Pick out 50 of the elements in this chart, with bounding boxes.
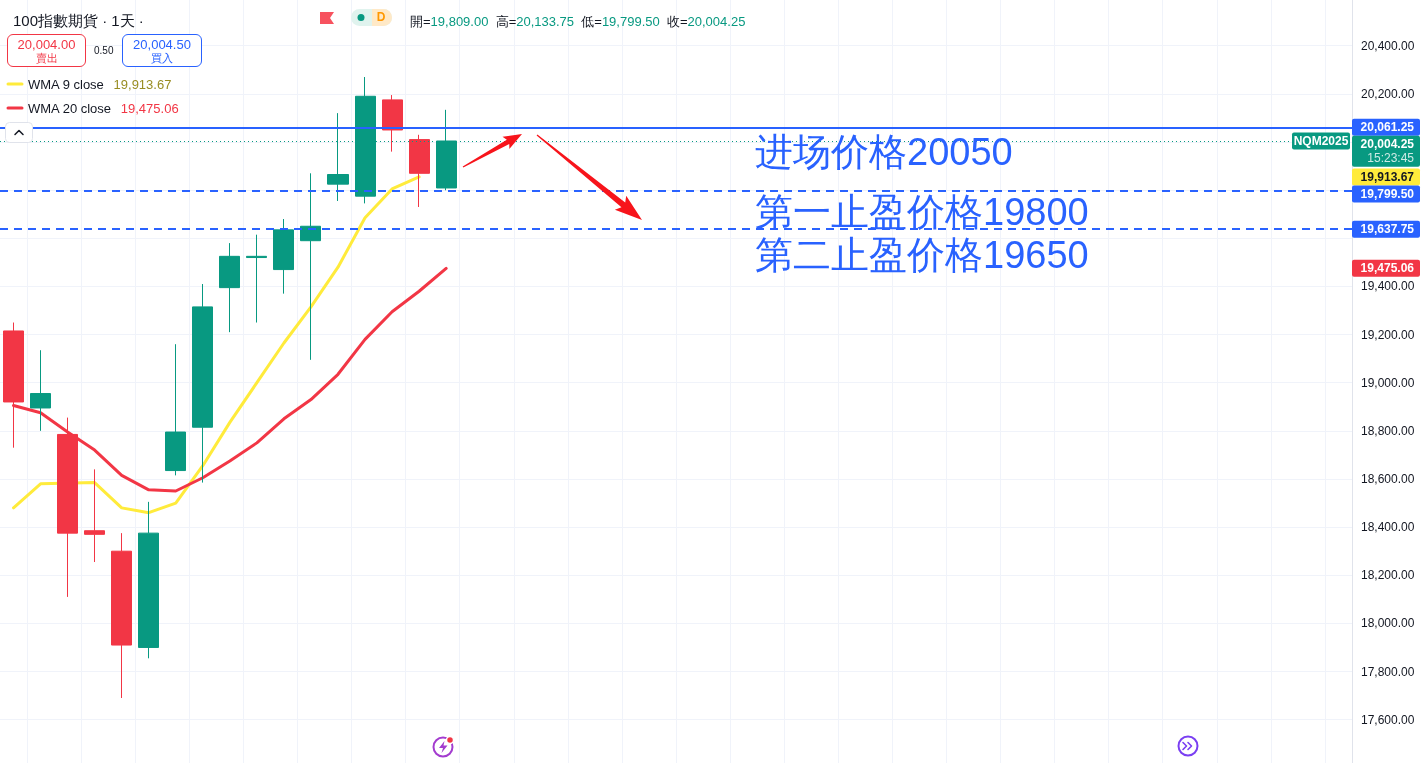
annotation: 19,913.67 [113,76,172,92]
y-tick-label: 19,000.00 [1361,375,1415,390]
candlestick [192,283,213,484]
text: 開=19,809.00 高=20,133.75 低=19,799.50 收=20,004.25 [410,14,746,29]
y-tick-label: 19,200.00 [1361,327,1415,342]
legend-label: WMA 20 close [28,100,112,116]
ref-line-label: 19,799.50 [1360,186,1415,201]
annotation: 20,004.50 [132,37,192,52]
candlestick [273,218,294,295]
candlestick [382,94,403,153]
candlestick [30,349,51,432]
ref-line-label: 20,004.25 [1360,137,1415,152]
candlestick [138,501,159,659]
annotation: 第二止盈价格19650 [755,234,1089,276]
candlestick [300,172,321,361]
line-series [12,175,421,515]
sell-button: 20,004.00 賣出 [7,34,86,67]
annotation: 0.50 [94,44,114,57]
text: 19,475.06 [1360,261,1415,276]
candlestick [165,343,186,476]
y-tick-label: 18,000.00 [1361,616,1415,631]
annotation: 20,004.00 [16,37,77,52]
candlestick [246,234,267,324]
legend-label: WMA 9 close [28,76,104,92]
y-tick-label: 18,200.00 [1361,568,1415,583]
annotation: 进场价格20050 [755,131,1013,173]
y-tick-label: 18,400.00 [1361,520,1415,535]
candlestick [111,532,132,699]
candlestick [84,468,105,563]
y-tick-label: 17,600.00 [1361,712,1415,727]
y-tick-label: 20,200.00 [1361,86,1415,101]
annotation: 賣出 [34,52,59,65]
annotation: 19,475.06 [120,100,179,116]
candlestick [219,242,240,333]
text: 15:23:45 [1367,151,1415,166]
ref-line-label: 20,061.25 [1360,120,1415,135]
annotation: D [375,10,387,25]
candlestick [409,134,430,208]
buy-button: 20,004.50 買入 [122,34,202,67]
text: 19,913.67 [1360,169,1415,184]
annotation: 第一止盈价格19800 [755,191,1089,233]
annotation: 買入 [150,52,174,65]
y-tick-label: 20,400.00 [1361,38,1415,53]
text: 100指數期貨 · 1天 · [13,12,144,29]
ref-line-label: 19,637.75 [1360,222,1415,237]
y-tick-label: 17,800.00 [1361,664,1415,679]
annotation: NQM2025 [1293,133,1349,148]
y-tick-label: 18,800.00 [1361,423,1415,438]
y-tick-label: 18,600.00 [1361,471,1415,486]
y-tick-label: 19,400.00 [1361,279,1415,294]
